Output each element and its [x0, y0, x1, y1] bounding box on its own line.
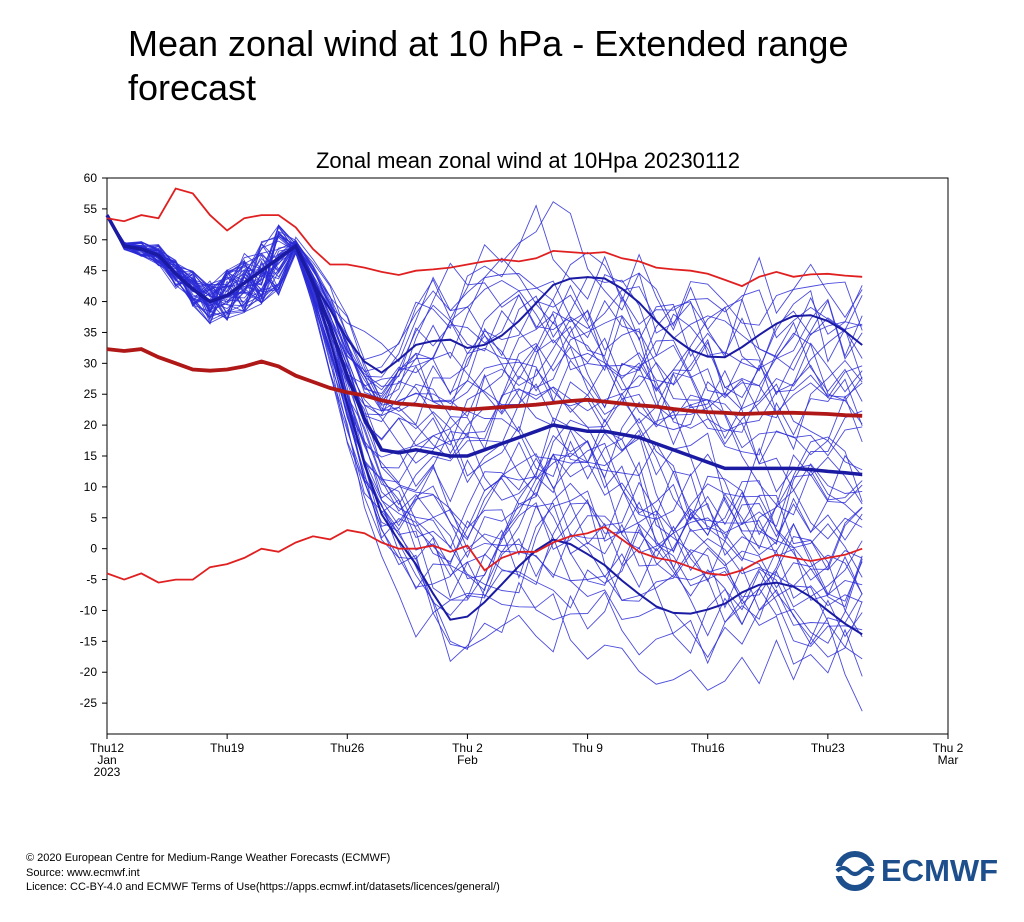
ensemble-member-line: [106, 214, 863, 595]
ensemble-member-line: [106, 214, 863, 677]
ensemble-member-line: [106, 204, 863, 361]
y-tick-label: -25: [80, 696, 98, 710]
licence-text: Licence: CC-BY-4.0 and ECMWF Terms of Us…: [26, 881, 500, 893]
footer: © 2020 European Centre for Medium-Range …: [26, 851, 500, 895]
logo-text: ECMWF: [881, 853, 999, 888]
ensemble-member-line: [106, 214, 863, 539]
ensemble-member-line: [106, 214, 863, 594]
y-tick-label: 25: [84, 387, 98, 401]
x-tick-label: Thu23: [811, 741, 845, 755]
y-tick-label: 35: [84, 325, 98, 339]
ensemble-member-line: [106, 214, 863, 540]
source-text: Source: www.ecmwf.int: [26, 866, 140, 879]
ensemble-member-line: [106, 214, 863, 658]
y-tick-label: 5: [90, 511, 97, 525]
ensemble-member-line: [106, 214, 863, 638]
ecmwf-logo-icon: [835, 851, 875, 891]
climate-min-line: [106, 525, 863, 584]
ensemble-member-line: [106, 214, 863, 645]
ensemble-member-line: [106, 214, 863, 617]
y-tick-label: 50: [84, 233, 98, 247]
ensemble-member-line: [106, 214, 863, 456]
x-tick-label: Thu12: [90, 741, 124, 755]
ensemble-member-line: [106, 201, 863, 378]
page-title: Mean zonal wind at 10 hPa - Extended ran…: [128, 23, 849, 108]
chart-title: Zonal mean zonal wind at 10Hpa 20230112: [316, 148, 740, 173]
x-tick-label: Feb: [457, 753, 478, 767]
y-tick-label: 60: [84, 171, 98, 185]
x-tick-label: Thu 2: [452, 741, 483, 755]
ecmwf-logo: ECMWF: [835, 851, 998, 891]
y-tick-label: 0: [90, 542, 97, 556]
x-tick-label: 2023: [94, 765, 121, 779]
y-tick-label: 10: [84, 480, 98, 494]
ensemble-member-line: [106, 214, 863, 545]
y-tick-label: 40: [84, 295, 98, 309]
x-tick-label: Thu 9: [572, 741, 603, 755]
ensemble-member-line: [106, 214, 863, 426]
x-tick-label: Mar: [938, 753, 959, 767]
copyright-text: © 2020 European Centre for Medium-Range …: [26, 852, 391, 864]
y-tick-label: 55: [84, 202, 98, 216]
ensemble-member-line: [106, 214, 863, 660]
ensemble-member-line: [106, 214, 863, 431]
y-tick-label: 15: [84, 449, 98, 463]
y-tick-label: -20: [80, 665, 98, 679]
ensemble-member-line: [106, 214, 863, 644]
y-tick-label: 20: [84, 418, 98, 432]
ensemble-member-line: [106, 214, 863, 651]
ensemble-member-line: [106, 214, 863, 581]
ensemble-member-line: [106, 214, 863, 608]
y-tick-label: 45: [84, 264, 98, 278]
ensemble-member-line: [106, 214, 863, 580]
ensemble-member-line: [106, 214, 863, 570]
ensemble-member-line: [106, 214, 863, 691]
x-tick-label: Thu26: [330, 741, 364, 755]
ensemble-member-line: [106, 214, 863, 465]
ensemble-member-line: [106, 214, 863, 623]
y-tick-label: -10: [80, 603, 98, 617]
x-tick-label: Thu16: [691, 741, 725, 755]
ensemble-member-line: [106, 214, 863, 471]
climate-mean-line: [106, 347, 863, 418]
x-tick-label: Jan: [97, 753, 116, 767]
y-tick-label: -5: [86, 573, 97, 587]
ensemble-member-line: [106, 214, 863, 578]
ensemble-member-line: [106, 214, 863, 412]
zonal-wind-chart: Zonal mean zonal wind at 10Hpa 20230112 …: [80, 148, 964, 779]
ensemble-member-line: [106, 214, 863, 583]
x-tick-label: Thu 2: [933, 741, 964, 755]
y-tick-label: -15: [80, 634, 98, 648]
series-layer: [105, 187, 863, 712]
ensemble-member-line: [106, 214, 863, 401]
y-tick-label: 30: [84, 356, 98, 370]
climate-max-line: [106, 187, 863, 288]
ensemble-mean-line: [105, 214, 863, 477]
x-tick-label: Thu19: [210, 741, 244, 755]
